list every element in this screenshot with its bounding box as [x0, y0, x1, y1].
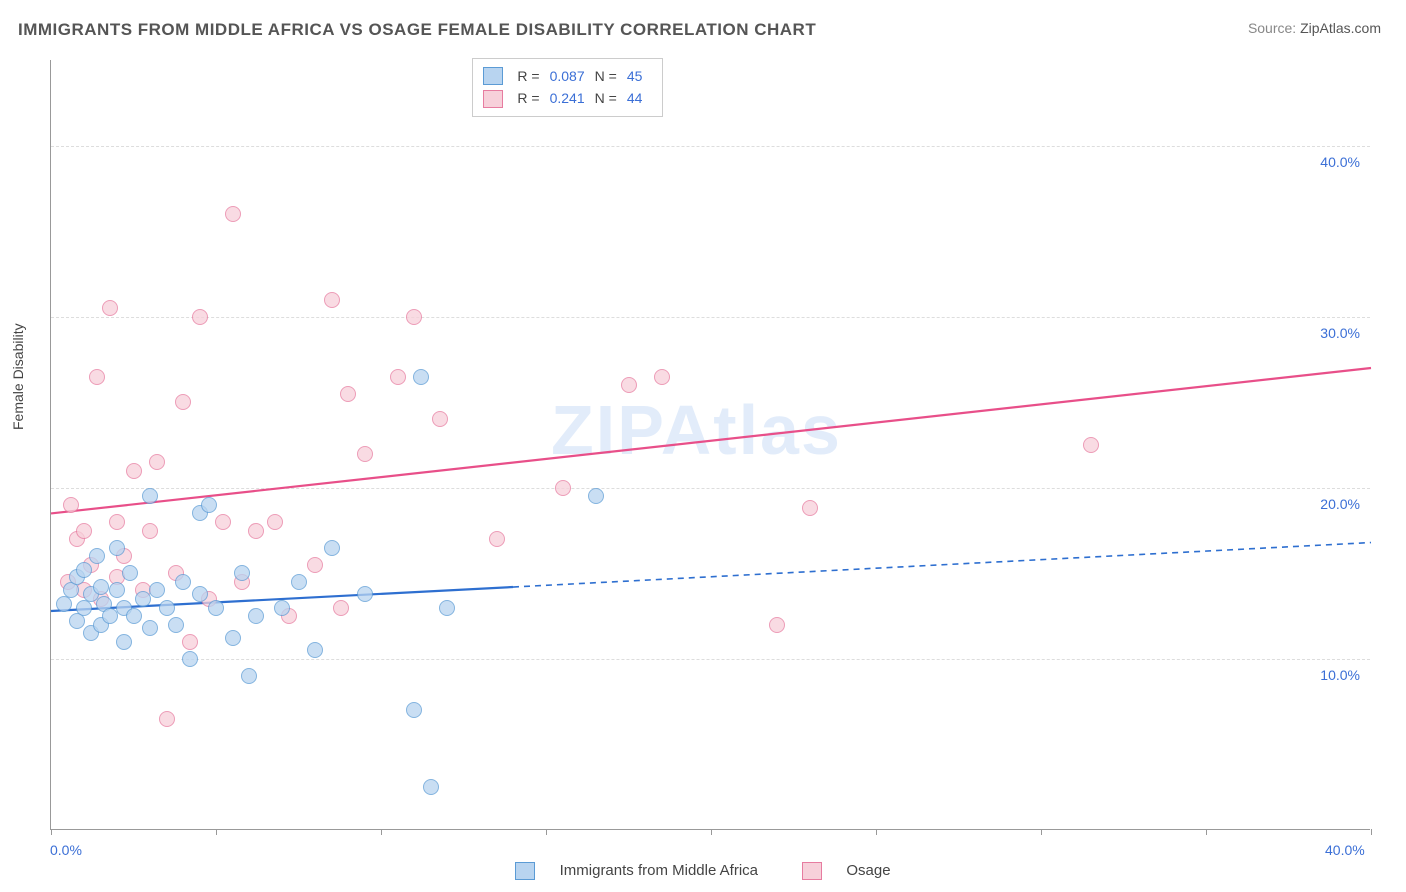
chart-container: IMMIGRANTS FROM MIDDLE AFRICA VS OSAGE F… — [0, 0, 1406, 892]
pink-point — [555, 480, 571, 496]
blue-point — [76, 562, 92, 578]
pink-point — [390, 369, 406, 385]
pink-point — [307, 557, 323, 573]
blue-point — [116, 634, 132, 650]
blue-point — [439, 600, 455, 616]
blue-point — [192, 586, 208, 602]
blue-point — [291, 574, 307, 590]
source-label: Source: — [1248, 20, 1296, 36]
blue-point — [225, 630, 241, 646]
pink-point — [159, 711, 175, 727]
legend-blue-label: Immigrants from Middle Africa — [560, 862, 758, 879]
pink-point — [769, 617, 785, 633]
n-label: N = — [595, 68, 617, 84]
pink-point — [654, 369, 670, 385]
pink-point — [89, 369, 105, 385]
pink-point — [225, 206, 241, 222]
blue-point — [423, 779, 439, 795]
pink-point — [1083, 437, 1099, 453]
source-value: ZipAtlas.com — [1300, 20, 1381, 36]
source-attribution: Source: ZipAtlas.com — [1248, 20, 1381, 36]
blue-point — [149, 582, 165, 598]
blue-point — [324, 540, 340, 556]
chart-title: IMMIGRANTS FROM MIDDLE AFRICA VS OSAGE F… — [18, 20, 816, 40]
pink-point — [63, 497, 79, 513]
x-tick — [1371, 829, 1372, 835]
n-label: N = — [595, 90, 617, 106]
swatch-pink-icon — [483, 90, 503, 108]
pink-point — [489, 531, 505, 547]
r-value-blue: 0.087 — [550, 68, 585, 84]
blue-point — [241, 668, 257, 684]
blue-point — [248, 608, 264, 624]
pink-point — [142, 523, 158, 539]
pink-point — [149, 454, 165, 470]
r-label: R = — [517, 90, 539, 106]
n-value-pink: 44 — [627, 90, 643, 106]
swatch-pink-icon — [802, 862, 822, 880]
pink-point — [109, 514, 125, 530]
blue-point — [93, 579, 109, 595]
pink-point — [324, 292, 340, 308]
plot-area: ZIPAtlas 10.0%20.0%30.0%40.0% — [50, 60, 1370, 830]
pink-point — [406, 309, 422, 325]
x-tick-label: 40.0% — [1325, 842, 1365, 858]
trend-lines — [51, 60, 1371, 830]
pink-point — [215, 514, 231, 530]
blue-point — [76, 600, 92, 616]
pink-point — [340, 386, 356, 402]
pink-point — [333, 600, 349, 616]
y-axis-label: Female Disability — [10, 323, 26, 430]
r-label: R = — [517, 68, 539, 84]
legend-item-blue: Immigrants from Middle Africa — [505, 862, 772, 879]
blue-point — [413, 369, 429, 385]
legend-bottom: Immigrants from Middle Africa Osage — [0, 862, 1406, 880]
blue-point — [159, 600, 175, 616]
pink-point — [621, 377, 637, 393]
swatch-blue-icon — [515, 862, 535, 880]
blue-point — [588, 488, 604, 504]
blue-point — [168, 617, 184, 633]
pink-point — [182, 634, 198, 650]
pink-point — [76, 523, 92, 539]
blue-point — [357, 586, 373, 602]
legend-stats: R = 0.087 N = 45 R = 0.241 N = 44 — [472, 58, 663, 117]
blue-point — [182, 651, 198, 667]
blue-point — [175, 574, 191, 590]
blue-point — [274, 600, 290, 616]
legend-item-pink: Osage — [792, 862, 900, 879]
n-value-blue: 45 — [627, 68, 643, 84]
blue-point — [208, 600, 224, 616]
pink-point — [357, 446, 373, 462]
pink-point — [248, 523, 264, 539]
pink-point — [192, 309, 208, 325]
r-value-pink: 0.241 — [550, 90, 585, 106]
x-tick-label: 0.0% — [50, 842, 82, 858]
blue-point — [109, 540, 125, 556]
blue-point — [142, 620, 158, 636]
pink-point — [126, 463, 142, 479]
legend-pink-label: Osage — [846, 862, 890, 879]
swatch-blue-icon — [483, 67, 503, 85]
blue-point — [126, 608, 142, 624]
